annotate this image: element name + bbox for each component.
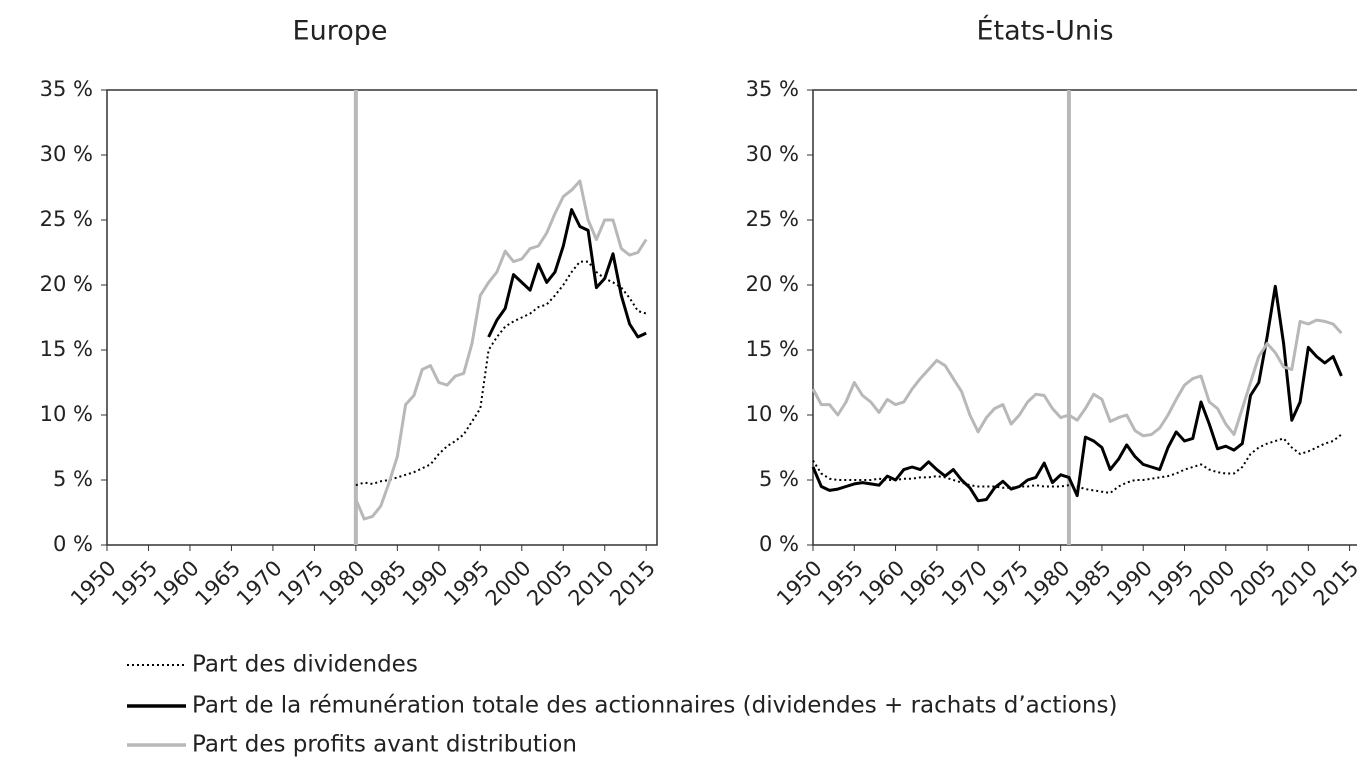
y-tick-label: 35 % bbox=[40, 77, 93, 101]
y-tick-label: 25 % bbox=[746, 207, 799, 231]
x-tick-label: 2005 bbox=[522, 556, 577, 611]
x-tick-label: 2010 bbox=[1267, 556, 1322, 611]
series-line bbox=[355, 260, 647, 487]
x-tick-label: 1980 bbox=[1020, 556, 1075, 611]
x-tick-label: 2015 bbox=[605, 556, 660, 611]
y-tick-label: 25 % bbox=[40, 207, 93, 231]
series-line bbox=[811, 284, 1343, 503]
x-tick-label: 1980 bbox=[315, 556, 370, 611]
x-tick-label: 1990 bbox=[398, 556, 453, 611]
series-line bbox=[487, 208, 647, 339]
series-line bbox=[812, 433, 1343, 494]
y-tick-label: 5 % bbox=[759, 467, 799, 491]
x-tick-label: 2010 bbox=[564, 556, 619, 611]
x-tick-label: 1965 bbox=[896, 556, 951, 611]
x-tick-label: 1985 bbox=[356, 556, 411, 611]
y-tick-label: 20 % bbox=[40, 272, 93, 296]
y-tick-label: 10 % bbox=[746, 402, 799, 426]
plot-frame bbox=[812, 89, 1357, 546]
y-tick-label: 35 % bbox=[746, 77, 799, 101]
y-tick-label: 15 % bbox=[40, 337, 93, 361]
x-tick-label: 1995 bbox=[1144, 556, 1199, 611]
x-tick-label: 2005 bbox=[1226, 556, 1281, 611]
y-tick-label: 5 % bbox=[53, 467, 93, 491]
x-tick-label: 1955 bbox=[107, 556, 162, 611]
x-tick-label: 1975 bbox=[273, 556, 328, 611]
x-tick-label: 1965 bbox=[190, 556, 245, 611]
y-tick-label: 10 % bbox=[40, 402, 93, 426]
series-line bbox=[354, 179, 648, 521]
y-tick-label: 15 % bbox=[746, 337, 799, 361]
legend-item: Part des dividendes bbox=[127, 652, 418, 678]
x-tick-label: 1970 bbox=[232, 556, 287, 611]
x-tick-label: 1970 bbox=[937, 556, 992, 611]
x-tick-label: 2000 bbox=[481, 556, 536, 611]
x-tick-label: 1950 bbox=[772, 556, 827, 611]
legend-label: Part des profits avant distribution bbox=[192, 732, 577, 758]
legend-label: Part de la rémunération totale des actio… bbox=[192, 693, 1117, 719]
x-tick-label: 1975 bbox=[978, 556, 1033, 611]
legend-item: Part de la rémunération totale des actio… bbox=[127, 693, 1117, 719]
y-tick-label: 30 % bbox=[40, 142, 93, 166]
series-line bbox=[811, 318, 1343, 438]
y-tick-label: 20 % bbox=[746, 272, 799, 296]
plot-frame bbox=[106, 89, 658, 546]
x-tick-label: 1985 bbox=[1061, 556, 1116, 611]
chart-title: États-Unis bbox=[976, 15, 1113, 47]
y-tick-label: 0 % bbox=[53, 532, 93, 556]
x-tick-label: 2000 bbox=[1185, 556, 1240, 611]
y-tick-label: 0 % bbox=[759, 532, 799, 556]
y-tick-label: 30 % bbox=[746, 142, 799, 166]
legend-label: Part des dividendes bbox=[192, 652, 418, 678]
x-tick-label: 1950 bbox=[66, 556, 121, 611]
x-tick-label: 1960 bbox=[149, 556, 204, 611]
chart-title: Europe bbox=[293, 16, 388, 47]
x-tick-label: 1955 bbox=[813, 556, 868, 611]
legend-item: Part des profits avant distribution bbox=[127, 732, 577, 758]
x-tick-label: 1960 bbox=[855, 556, 910, 611]
x-tick-label: 1990 bbox=[1102, 556, 1157, 611]
x-tick-label: 1995 bbox=[439, 556, 494, 611]
x-tick-label: 2015 bbox=[1309, 556, 1357, 611]
